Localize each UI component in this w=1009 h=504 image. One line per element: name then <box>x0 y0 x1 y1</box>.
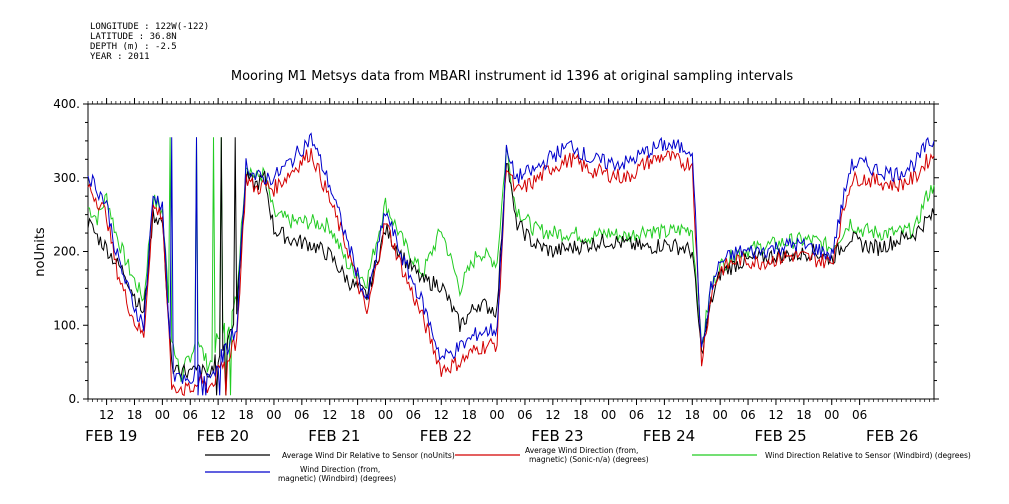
x-tick-label: 12 <box>211 408 226 422</box>
x-tick-label: 00 <box>378 408 393 422</box>
x-tick-label: 18 <box>350 408 365 422</box>
x-tick-label: 12 <box>657 408 672 422</box>
x-tick-label: 12 <box>322 408 337 422</box>
series-layer <box>87 132 935 397</box>
y-tick-label: 400. <box>53 97 80 111</box>
legend: Average Wind Dir Relative to Sensor (noU… <box>205 446 971 483</box>
x-tick-label: 06 <box>517 408 532 422</box>
y-axis-label: noUnits <box>33 227 48 277</box>
axes-layer: 0. 100. 200. 300. 400. 12 18 00 06 12 18 00 06 12 18 00… <box>53 97 939 445</box>
x-date-label: FEB 23 <box>531 427 583 445</box>
x-date-label: FEB 19 <box>85 427 137 445</box>
x-tick-label: 06 <box>183 408 198 422</box>
x-tick-label: 18 <box>796 408 811 422</box>
x-tick-label: 12 <box>545 408 560 422</box>
x-tick-label: 00 <box>824 408 839 422</box>
series-line <box>87 132 935 396</box>
x-tick-label: 00 <box>155 408 170 422</box>
y-tick-label: 200. <box>53 245 80 259</box>
series-line <box>87 137 935 396</box>
x-tick-label: 18 <box>685 408 700 422</box>
x-tick-label: 18 <box>573 408 588 422</box>
x-date-label: FEB 20 <box>197 427 249 445</box>
legend-entry: Wind Direction Relative to Sensor (Windb… <box>765 451 971 460</box>
x-tick-label: 00 <box>713 408 728 422</box>
x-tick-label: 12 <box>434 408 449 422</box>
meta-latitude: LATITUDE : 36.8N <box>90 32 177 42</box>
legend-entry: Wind Direction (from, magnetic) (Windbird… <box>278 465 396 483</box>
x-tick-label: 00 <box>601 408 616 422</box>
legend-entry: Average Wind Direction (from, magnetic) (… <box>525 446 649 464</box>
y-tick-label: 300. <box>53 171 80 185</box>
x-tick-label: 18 <box>127 408 142 422</box>
x-tick-label: 12 <box>99 408 114 422</box>
x-tick-label: 06 <box>740 408 755 422</box>
chart-title: Mooring M1 Metsys data from MBARI instru… <box>231 69 793 84</box>
x-date-label: FEB 25 <box>754 427 806 445</box>
x-tick-label: 00 <box>489 408 504 422</box>
y-tick-label: 0. <box>69 392 80 406</box>
meta-depth: DEPTH (m) : -2.5 <box>90 42 177 52</box>
x-tick-label: 06 <box>629 408 644 422</box>
x-tick-label: 06 <box>852 408 867 422</box>
x-tick-label: 12 <box>768 408 783 422</box>
x-tick-label: 00 <box>266 408 281 422</box>
x-tick-label: 18 <box>238 408 253 422</box>
x-tick-label: 06 <box>406 408 421 422</box>
y-tick-label: 100. <box>53 318 80 332</box>
meta-longitude: LONGITUDE : 122W(-122) <box>90 22 209 32</box>
x-date-label: FEB 24 <box>643 427 695 445</box>
x-date-label: FEB 22 <box>420 427 472 445</box>
meta-year: YEAR : 2011 <box>90 52 150 62</box>
x-tick-label: 18 <box>462 408 477 422</box>
legend-entry: Average Wind Dir Relative to Sensor (noU… <box>282 451 455 460</box>
x-date-label: FEB 26 <box>866 427 918 445</box>
series-line <box>87 148 935 397</box>
x-date-label: FEB 21 <box>308 427 360 445</box>
x-tick-label: 06 <box>294 408 309 422</box>
